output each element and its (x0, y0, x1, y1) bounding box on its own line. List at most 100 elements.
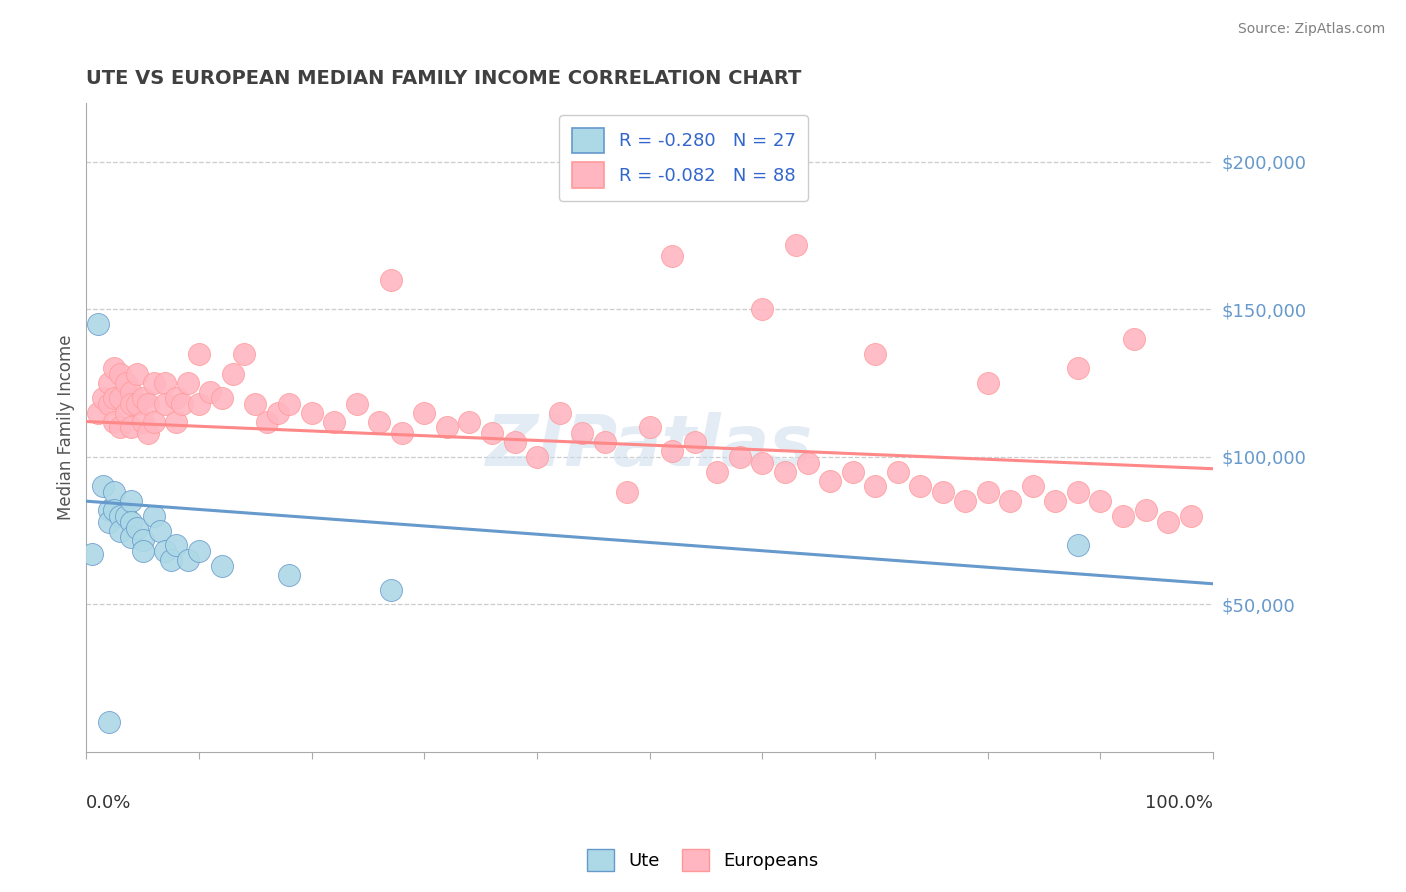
Point (188, 347, 211, 361)
Point (796, 456, 818, 470)
Point (200, 385, 222, 400)
Point (616, 155, 638, 169)
Point (323, 415, 346, 429)
Point (153, 376, 176, 391)
Point (136, 426, 159, 441)
Point (785, 237, 807, 252)
Point (125, 521, 148, 535)
Point (108, 524, 131, 538)
Point (818, 474, 841, 488)
Text: 100.0%: 100.0% (1144, 794, 1213, 812)
Point (153, 397, 176, 411)
Point (108, 508, 131, 523)
Point (773, 465, 796, 479)
Point (188, 397, 211, 411)
Point (863, 479, 886, 493)
Text: ZIPatlas: ZIPatlas (486, 412, 814, 482)
Point (1090, 494, 1112, 508)
Point (278, 568, 301, 582)
Point (481, 426, 503, 441)
Point (1067, 538, 1090, 552)
Point (211, 391, 233, 405)
Point (1045, 494, 1067, 508)
Point (661, 444, 683, 458)
Point (391, 426, 413, 441)
Point (1135, 503, 1157, 517)
Point (165, 538, 187, 552)
Point (136, 397, 159, 411)
Point (503, 435, 526, 450)
Point (177, 376, 200, 391)
Point (103, 503, 125, 517)
Point (120, 385, 142, 400)
Point (131, 533, 153, 547)
Point (86, 317, 108, 331)
Point (148, 524, 170, 538)
Point (1123, 332, 1146, 346)
Point (142, 508, 165, 523)
Point (108, 391, 131, 405)
Point (97, 376, 120, 391)
Point (706, 465, 728, 479)
Text: UTE VS EUROPEAN MEDIAN FAMILY INCOME CORRELATION CHART: UTE VS EUROPEAN MEDIAN FAMILY INCOME COR… (86, 69, 801, 87)
Point (1180, 508, 1202, 523)
Point (120, 515, 142, 529)
Point (97, 515, 120, 529)
Point (177, 553, 200, 567)
Point (91, 479, 114, 493)
Point (188, 544, 211, 558)
Point (380, 273, 402, 287)
Point (114, 376, 136, 391)
Point (114, 406, 136, 420)
Point (245, 397, 267, 411)
Point (211, 559, 233, 574)
Point (593, 435, 616, 450)
Point (977, 376, 1000, 391)
Point (97, 397, 120, 411)
Point (222, 368, 245, 382)
Point (638, 420, 661, 434)
Point (131, 544, 153, 558)
Point (114, 508, 136, 523)
Point (380, 582, 402, 597)
Point (120, 530, 142, 544)
Point (125, 397, 148, 411)
Point (955, 494, 977, 508)
Text: Source: ZipAtlas.com: Source: ZipAtlas.com (1237, 22, 1385, 37)
Point (120, 494, 142, 508)
Y-axis label: Median Family Income: Median Family Income (58, 334, 75, 520)
Point (170, 397, 193, 411)
Point (458, 415, 481, 429)
Point (977, 485, 1000, 500)
Point (142, 415, 165, 429)
Point (86, 406, 108, 420)
Point (267, 406, 290, 420)
Point (661, 249, 683, 263)
Point (103, 415, 125, 429)
Point (908, 479, 931, 493)
Point (346, 397, 368, 411)
Point (91, 391, 114, 405)
Point (571, 426, 593, 441)
Point (165, 415, 187, 429)
Text: 0.0%: 0.0% (86, 794, 132, 812)
Legend: R = -0.280   N = 27, R = -0.082   N = 88: R = -0.280 N = 27, R = -0.082 N = 88 (560, 115, 808, 201)
Point (103, 361, 125, 376)
Point (108, 368, 131, 382)
Point (751, 302, 773, 317)
Point (278, 397, 301, 411)
Point (1157, 515, 1180, 529)
Point (683, 435, 706, 450)
Point (103, 485, 125, 500)
Point (932, 485, 955, 500)
Point (97, 715, 120, 730)
Point (616, 485, 638, 500)
Point (368, 415, 391, 429)
Point (413, 406, 436, 420)
Point (159, 553, 181, 567)
Point (165, 391, 187, 405)
Point (1000, 494, 1022, 508)
Point (103, 391, 125, 405)
Point (131, 415, 153, 429)
Legend: Ute, Europeans: Ute, Europeans (581, 842, 825, 879)
